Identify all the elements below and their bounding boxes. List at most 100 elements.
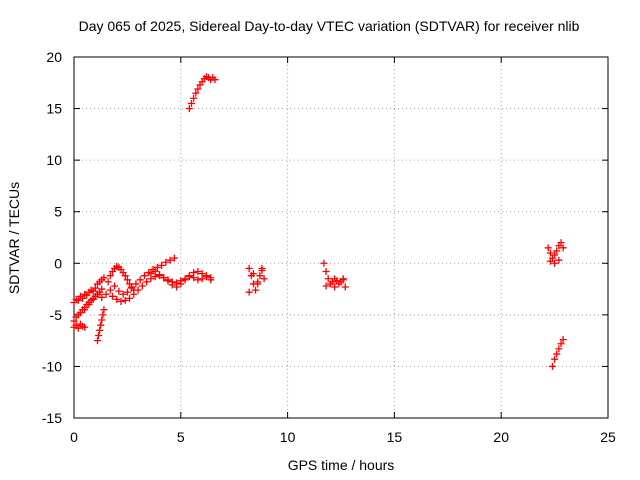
data-point: [130, 290, 138, 298]
data-point: [151, 268, 159, 276]
data-point: [93, 337, 101, 345]
data-point: [102, 290, 110, 298]
data-point: [185, 272, 193, 280]
data-point: [100, 274, 108, 282]
data-point: [170, 254, 178, 262]
data-point: [258, 264, 266, 272]
data-point: [121, 272, 129, 280]
data-point: [104, 278, 112, 286]
y-tick-label: -15: [42, 410, 62, 426]
data-point: [147, 270, 155, 278]
data-point: [192, 89, 200, 97]
data-point: [185, 105, 193, 113]
data-point: [155, 271, 163, 279]
data-point: [211, 76, 219, 84]
data-point: [249, 270, 257, 278]
data-point: [202, 272, 210, 280]
data-point: [320, 259, 328, 267]
data-point: [126, 294, 134, 302]
data-point: [164, 277, 172, 285]
data-point: [153, 263, 161, 271]
data-point: [553, 247, 561, 255]
data-point: [158, 261, 166, 269]
data-point: [322, 268, 330, 276]
data-point: [95, 331, 103, 339]
data-point: [559, 336, 567, 344]
data-point: [91, 284, 99, 292]
data-point: [74, 296, 82, 304]
data-point: [555, 256, 563, 264]
data-point: [106, 286, 114, 294]
data-point: [168, 281, 176, 289]
data-point: [190, 94, 198, 102]
data-point: [553, 350, 561, 358]
x-tick-label: 15: [387, 429, 403, 445]
x-tick-label: 10: [280, 429, 296, 445]
data-point: [331, 283, 339, 291]
data-point: [194, 85, 202, 93]
x-axis-label: GPS time / hours: [287, 457, 395, 473]
data-point: [98, 293, 106, 301]
data-point: [260, 275, 268, 283]
x-tick-label: 5: [177, 429, 185, 445]
x-tick-label: 25: [600, 429, 616, 445]
data-point: [132, 280, 140, 288]
x-tick-label: 20: [493, 429, 509, 445]
data-point: [252, 286, 260, 294]
data-point: [89, 295, 97, 303]
data-point: [160, 274, 168, 282]
y-tick-label: 10: [46, 152, 62, 168]
data-point: [546, 249, 554, 257]
chart-title: Day 065 of 2025, Sidereal Day-to-day VTE…: [78, 18, 580, 34]
data-point: [557, 239, 565, 247]
data-point: [548, 362, 556, 370]
data-point: [256, 272, 264, 280]
data-point: [70, 317, 78, 325]
data-point: [194, 276, 202, 284]
data-point: [119, 290, 127, 298]
data-point: [339, 275, 347, 283]
data-point: [74, 324, 82, 332]
data-point: [115, 287, 123, 295]
data-point: [97, 321, 105, 329]
data-point: [166, 256, 174, 264]
x-tick-label: 0: [70, 429, 78, 445]
y-tick-label: 20: [46, 49, 62, 65]
data-point: [551, 355, 559, 363]
axis-ticks: 0 5 10 15 20 25 -15 -10 -5 0 5 10 15 20: [42, 49, 616, 445]
data-point: [140, 272, 148, 280]
data-point: [177, 280, 185, 288]
data-point: [551, 259, 559, 267]
data-point: [99, 311, 107, 319]
data-point: [121, 296, 129, 304]
data-point: [194, 268, 202, 276]
data-point: [81, 323, 89, 331]
data-point: [245, 264, 253, 272]
data-point: [198, 270, 206, 278]
data-point: [93, 290, 101, 298]
data-point: [117, 297, 125, 305]
y-tick-label: -10: [42, 358, 62, 374]
data-point: [324, 275, 332, 283]
data-point: [187, 99, 195, 107]
data-point: [98, 316, 106, 324]
data-point: [559, 244, 567, 252]
data-point: [81, 306, 89, 314]
y-tick-label: 5: [54, 204, 62, 220]
data-marks: [70, 73, 567, 370]
data-point: [111, 282, 119, 290]
data-point: [557, 340, 565, 348]
data-point: [546, 257, 554, 265]
data-point: [551, 251, 559, 259]
data-point: [555, 345, 563, 353]
data-point: [190, 269, 198, 277]
data-point: [181, 276, 189, 284]
data-point: [96, 326, 104, 334]
data-point: [100, 306, 108, 314]
data-point: [98, 285, 106, 293]
data-point: [138, 282, 146, 290]
data-point: [254, 278, 262, 286]
data-point: [85, 301, 93, 309]
data-point: [207, 274, 215, 282]
